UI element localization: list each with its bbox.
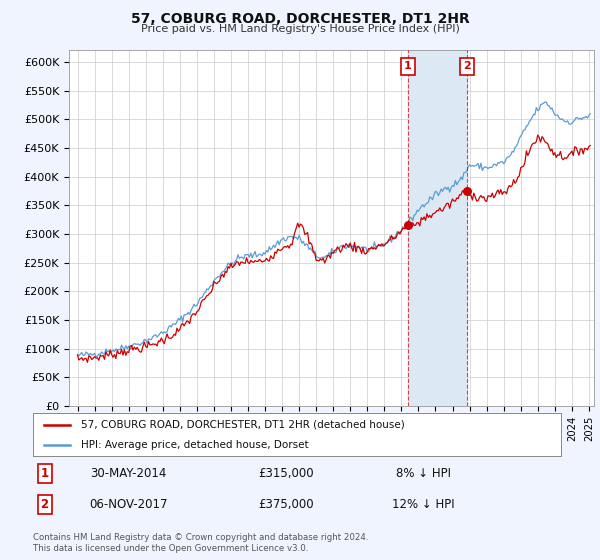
Text: 57, COBURG ROAD, DORCHESTER, DT1 2HR: 57, COBURG ROAD, DORCHESTER, DT1 2HR: [131, 12, 469, 26]
Point: [462, 186, 472, 195]
Text: 1: 1: [41, 466, 49, 480]
Text: 12% ↓ HPI: 12% ↓ HPI: [392, 498, 455, 511]
Text: £375,000: £375,000: [259, 498, 314, 511]
Text: 2: 2: [463, 62, 471, 72]
Text: £315,000: £315,000: [259, 466, 314, 480]
Text: 8% ↓ HPI: 8% ↓ HPI: [396, 466, 451, 480]
Text: 06-NOV-2017: 06-NOV-2017: [89, 498, 167, 511]
Text: 1: 1: [404, 62, 412, 72]
Text: Contains HM Land Registry data © Crown copyright and database right 2024.
This d: Contains HM Land Registry data © Crown c…: [33, 533, 368, 553]
Text: 2: 2: [41, 498, 49, 511]
Bar: [407, 50, 467, 406]
Text: HPI: Average price, detached house, Dorset: HPI: Average price, detached house, Dors…: [80, 441, 308, 450]
Text: 57, COBURG ROAD, DORCHESTER, DT1 2HR (detached house): 57, COBURG ROAD, DORCHESTER, DT1 2HR (de…: [80, 420, 404, 430]
Text: 30-MAY-2014: 30-MAY-2014: [90, 466, 166, 480]
Point: [403, 221, 412, 230]
Text: Price paid vs. HM Land Registry's House Price Index (HPI): Price paid vs. HM Land Registry's House …: [140, 24, 460, 34]
